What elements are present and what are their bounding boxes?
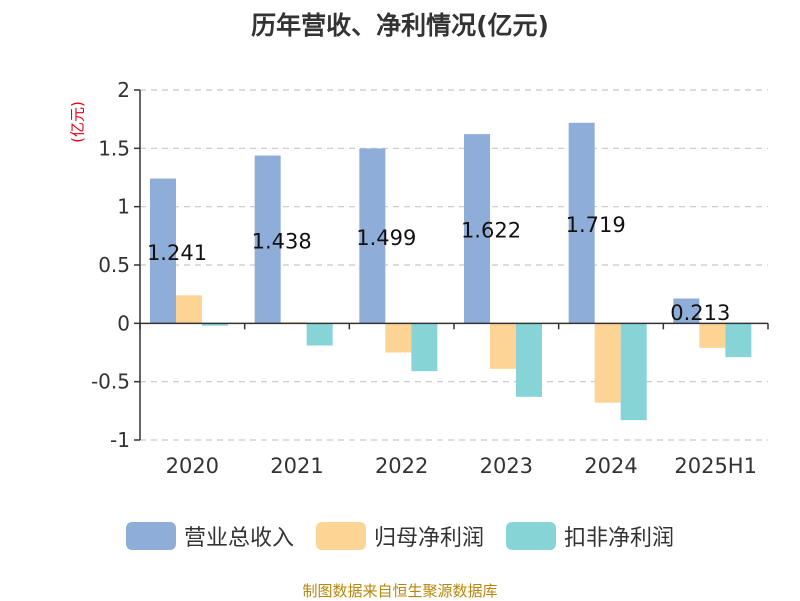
legend-item-revenue[interactable]: 营业总收入	[125, 520, 294, 552]
bar-net-profit	[699, 323, 726, 348]
legend-swatch-revenue	[125, 522, 176, 550]
data-label: 1.499	[356, 226, 416, 250]
bar-revenue	[568, 122, 595, 324]
bar-deducted-profit	[411, 323, 438, 372]
y-tick-label: 0.5	[98, 253, 130, 277]
legend-label-revenue: 营业总收入	[183, 526, 294, 551]
legend-label-deducted-profit: 扣非净利润	[564, 526, 675, 551]
legend-item-deducted-profit[interactable]: 扣非净利润	[506, 520, 674, 552]
x-tick-label: 2021	[270, 454, 323, 478]
legend-swatch-deducted-profit	[506, 522, 556, 550]
bar-revenue	[359, 148, 386, 324]
bar-deducted-profit	[202, 323, 228, 326]
data-label: 0.213	[670, 301, 730, 325]
y-tick-label: 1.5	[98, 136, 130, 160]
x-tick-label: 2024	[584, 454, 637, 478]
y-tick-label: 1	[117, 195, 130, 219]
data-source-note: 制图数据来自恒生聚源数据库	[302, 582, 498, 600]
bar-net-profit	[385, 323, 412, 353]
y-tick-label: 0	[117, 311, 130, 335]
bar-deducted-profit	[306, 323, 333, 346]
data-label: 1.622	[461, 219, 521, 243]
y-tick-label: -0.5	[91, 370, 130, 394]
legend-swatch-net-profit	[315, 522, 366, 550]
bar-net-profit	[594, 323, 621, 403]
data-label: 1.719	[566, 213, 626, 237]
bar-deducted-profit	[725, 323, 752, 358]
bar-revenue	[673, 298, 700, 324]
bar-deducted-profit	[516, 323, 542, 397]
bar-revenue	[254, 155, 281, 324]
y-tick-label: 2	[117, 78, 130, 102]
legend: 营业总收入 归母净利润 扣非净利润	[0, 518, 800, 554]
chart-title: 历年营收、净利情况(亿元)	[251, 11, 549, 40]
bar-revenue	[464, 134, 490, 324]
x-tick-label: 2023	[480, 454, 533, 478]
bar-net-profit	[176, 295, 202, 324]
x-tick-label: 2025H1	[674, 454, 757, 478]
bar-revenue	[150, 178, 176, 324]
legend-item-net-profit[interactable]: 归母净利润	[315, 520, 484, 552]
x-tick-label: 2022	[375, 454, 428, 478]
legend-label-net-profit: 归母净利润	[373, 526, 484, 551]
data-label: 1.241	[147, 241, 207, 265]
x-tick-label: 2020	[166, 454, 219, 478]
data-label: 1.438	[252, 229, 312, 253]
bar-deducted-profit	[620, 323, 647, 421]
y-tick-label: -1	[110, 428, 130, 452]
bar-net-profit	[490, 323, 516, 369]
